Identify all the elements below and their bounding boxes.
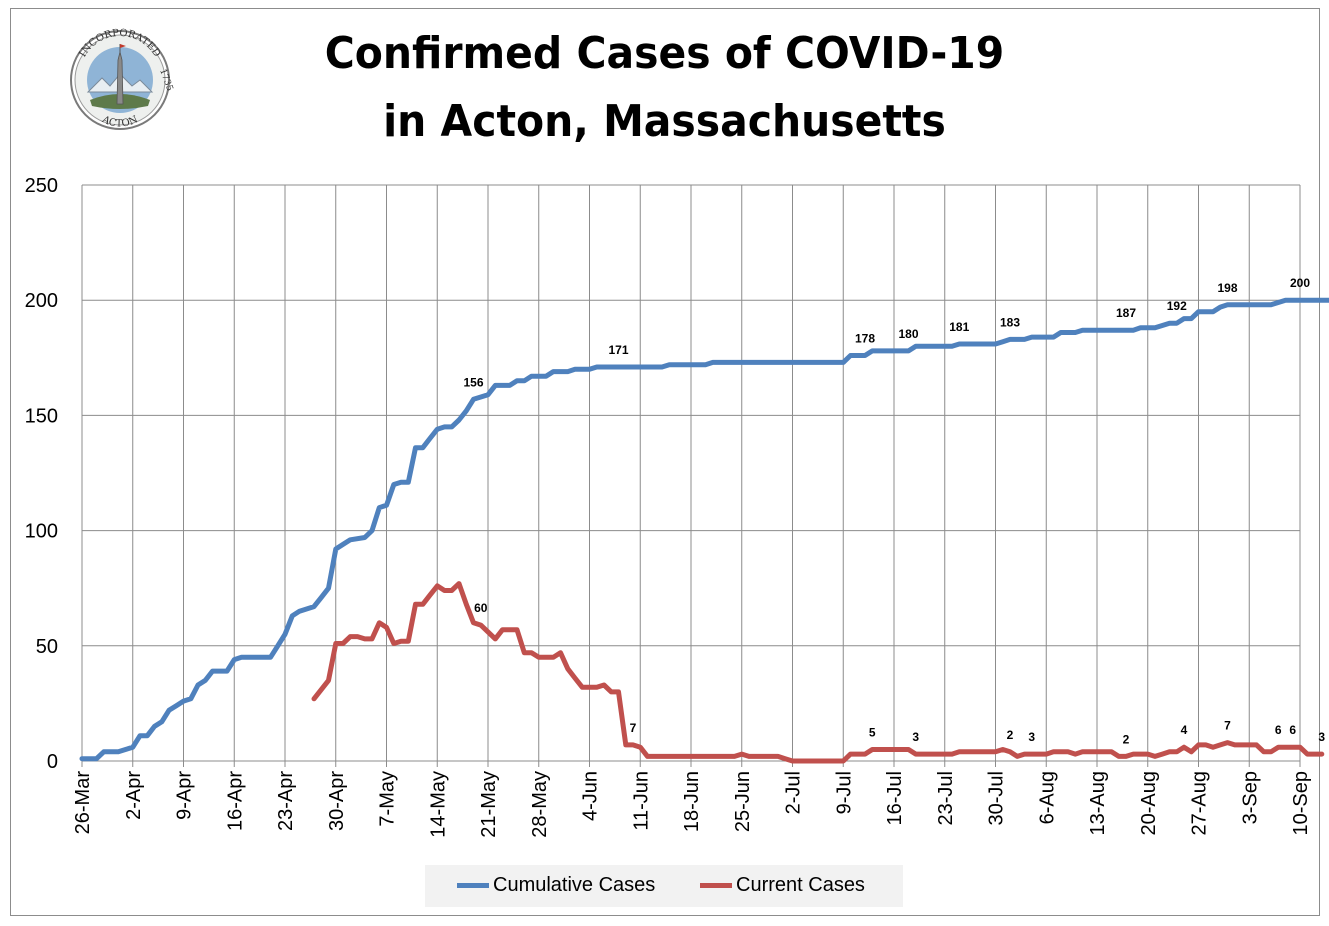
x-tick-label: 14-May: [427, 771, 449, 838]
seal-bottom-text: ACTON: [99, 114, 139, 130]
x-tick-label: 7-May: [377, 771, 399, 827]
x-tick-label: 9-Jul: [833, 771, 855, 814]
town-seal: INCORPORATED ACTON 1735: [70, 28, 175, 130]
x-tick-label: 26-Mar: [72, 771, 94, 835]
current-data-label: 2: [1123, 732, 1130, 746]
cumulative-data-label: 156: [463, 375, 483, 389]
x-tick-label: 2-Apr: [123, 771, 145, 820]
cumulative-cases-line: [79, 297, 1329, 762]
chart-legend: Cumulative Cases Current Cases: [425, 865, 903, 907]
current-data-label: 5: [869, 725, 876, 739]
x-tick-label: 16-Apr: [224, 771, 246, 831]
title-line-2: in Acton, Massachusetts: [383, 96, 946, 147]
chart-title: Confirmed Cases of COVID-19 in Acton, Ma…: [0, 20, 1329, 156]
x-tick-label: 28-May: [529, 771, 551, 838]
legend-label-cumulative: Cumulative Cases: [493, 874, 656, 896]
x-tick-label: 6-Aug: [1036, 771, 1058, 824]
cumulative-data-label: 178: [855, 331, 875, 345]
x-tick-label: 27-Aug: [1189, 771, 1211, 836]
current-data-label: 6: [1275, 723, 1282, 737]
y-tick-label: 0: [47, 751, 58, 773]
y-tick-label: 150: [25, 405, 58, 427]
current-cases-line: [311, 581, 1325, 764]
current-data-label: 7: [1224, 719, 1231, 733]
x-tick-label: 21-May: [478, 771, 500, 838]
current-data-label: 6: [1289, 723, 1296, 737]
legend-item-cumulative: Cumulative Cases: [457, 874, 655, 897]
cumulative-data-label: 192: [1167, 299, 1187, 313]
x-tick-label: 18-Jun: [681, 771, 703, 832]
cumulative-data-label: 180: [898, 327, 918, 341]
current-data-label: 7: [630, 721, 637, 735]
x-tick-label: 10-Sep: [1290, 771, 1312, 836]
cumulative-data-label: 198: [1217, 281, 1237, 295]
x-tick-label: 4-Jun: [580, 771, 602, 821]
current-data-label: 2: [1007, 728, 1014, 742]
x-tick-label: 23-Apr: [275, 771, 297, 831]
x-tick-label: 11-Jun: [630, 771, 652, 831]
y-tick-label: 50: [36, 636, 58, 658]
y-tick-label: 100: [25, 521, 58, 543]
x-tick-label: 23-Jul: [935, 771, 957, 825]
legend-swatch-cumulative: [457, 883, 489, 888]
x-tick-label: 30-Jul: [986, 771, 1008, 825]
cumulative-data-label: 183: [1000, 315, 1020, 329]
x-tick-label: 20-Aug: [1138, 771, 1160, 836]
current-data-label: 60: [474, 601, 488, 615]
x-tick-label: 25-Jun: [732, 771, 754, 832]
cumulative-data-label: 171: [608, 343, 628, 357]
x-tick-label: 3-Sep: [1239, 771, 1261, 824]
legend-label-current: Current Cases: [736, 874, 865, 896]
current-data-label: 4: [1181, 723, 1188, 737]
y-tick-label: 200: [25, 290, 58, 312]
legend-swatch-current: [700, 883, 732, 888]
x-tick-label: 13-Aug: [1087, 771, 1109, 836]
cumulative-data-label: 200: [1290, 276, 1310, 290]
cumulative-data-label: 187: [1116, 306, 1136, 320]
x-tick-label: 9-Apr: [174, 771, 196, 820]
cumulative-data-label: 181: [949, 320, 969, 334]
current-data-label: 3: [912, 730, 919, 744]
title-line-1: Confirmed Cases of COVID-19: [324, 28, 1005, 79]
legend-item-current: Current Cases: [700, 874, 865, 897]
y-tick-label: 250: [25, 175, 58, 197]
chart-frame: [10, 8, 1320, 916]
x-tick-label: 2-Jul: [783, 771, 805, 814]
x-tick-label: 16-Jul: [884, 771, 906, 825]
svg-text:ACTON: ACTON: [99, 114, 139, 130]
current-data-label: 3: [1028, 730, 1035, 744]
x-tick-label: 30-Apr: [326, 771, 348, 831]
current-data-label: 3: [1318, 730, 1325, 744]
